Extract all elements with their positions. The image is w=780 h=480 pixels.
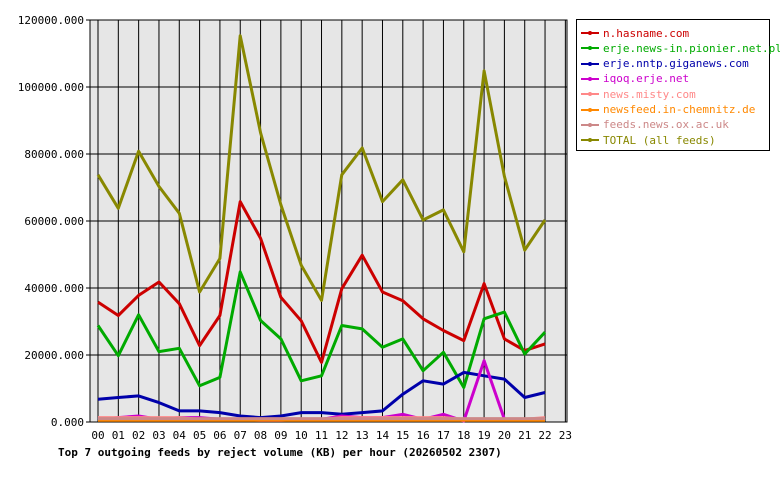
legend-swatch-icon — [581, 58, 599, 70]
x-tick-label: 12 — [335, 429, 348, 442]
x-tick-label: 03 — [152, 429, 165, 442]
legend-item: TOTAL (all feeds) — [581, 133, 716, 147]
y-tick-label: 0.000 — [51, 416, 84, 429]
x-tick-label: 22 — [538, 429, 551, 442]
x-tick-label: 14 — [376, 429, 390, 442]
legend-label: erje.news-in.pionier.net.pl — [603, 41, 780, 55]
x-tick-label: 13 — [356, 429, 369, 442]
x-tick-label: 11 — [315, 429, 328, 442]
x-tick-label: 16 — [416, 429, 429, 442]
x-tick-label: 07 — [234, 429, 247, 442]
y-tick-label: 120000.000 — [18, 14, 84, 27]
x-tick-label: 00 — [91, 429, 104, 442]
x-tick-label: 19 — [477, 429, 490, 442]
legend-swatch-icon — [581, 42, 599, 54]
legend-item: news.misty.com — [581, 87, 696, 101]
y-tick-label: 40000.000 — [24, 282, 84, 295]
y-axis: 0.000 20000.000 40000.000 60000.000 80000.00… — [18, 14, 90, 429]
legend-item: newsfeed.in-chemnitz.de — [581, 103, 755, 117]
legend-label: n.hasname.com — [603, 26, 690, 40]
grid — [90, 19, 567, 423]
y-tick-label: 100000.000 — [18, 81, 84, 94]
x-tick-label: 21 — [518, 429, 531, 442]
x-tick-label: 20 — [498, 429, 511, 442]
x-tick-label: 01 — [112, 429, 125, 442]
x-tick-label: 09 — [274, 429, 287, 442]
series-line-7 — [96, 34, 547, 302]
y-tick-label: 60000.000 — [24, 215, 84, 228]
legend-label: erje.nntp.giganews.com — [603, 57, 749, 71]
x-tick-label: 06 — [213, 429, 226, 442]
legend-swatch-icon — [581, 73, 599, 85]
legend-label: newsfeed.in-chemnitz.de — [603, 103, 756, 116]
x-tick-label: 05 — [193, 429, 206, 442]
legend-item: erje.nntp.giganews.com — [581, 57, 749, 71]
x-tick-label: 02 — [132, 429, 145, 442]
series-line-1 — [96, 270, 547, 389]
legend-swatch-icon — [581, 88, 599, 100]
series-lines — [96, 34, 547, 423]
legend: n.hasname.com erje.news-in.pionier.net.pl… — [576, 19, 780, 151]
x-tick-label: 10 — [295, 429, 308, 442]
chart-title: Top 7 outgoing feeds by reject volume (K… — [58, 446, 502, 459]
series-line-0 — [97, 200, 546, 364]
legend-label: feeds.news.ox.ac.uk — [603, 118, 729, 132]
x-tick-label: 15 — [396, 429, 409, 442]
legend-label: news.misty.com — [603, 87, 696, 101]
legend-label: iqoq.erje.net — [603, 72, 690, 86]
legend-item: erje.news-in.pionier.net.pl — [581, 41, 780, 55]
x-tick-label: 23 — [559, 429, 572, 442]
x-tick-label: 04 — [173, 429, 187, 442]
legend-swatch-icon — [581, 119, 599, 131]
series-line-2 — [97, 370, 546, 420]
legend-label: TOTAL (all feeds) — [603, 133, 716, 147]
x-tick-label: 18 — [457, 429, 470, 442]
legend-swatch-icon — [581, 134, 599, 146]
y-tick-label: 80000.000 — [24, 148, 84, 161]
legend-item: n.hasname.com — [581, 26, 689, 40]
x-tick-label: 08 — [254, 429, 267, 442]
y-tick-label: 20000.000 — [24, 349, 84, 362]
legend-swatch-icon — [581, 104, 599, 116]
legend-swatch-icon — [581, 27, 599, 39]
legend-item: feeds.news.ox.ac.uk — [581, 118, 729, 132]
x-axis: 00 01 02 03 04 05 06 07 08 09 10 11 12 13 14 15 16 17 18 19… — [91, 429, 572, 442]
x-tick-label: 17 — [437, 429, 450, 442]
legend-item: iqoq.erje.net — [581, 72, 689, 86]
